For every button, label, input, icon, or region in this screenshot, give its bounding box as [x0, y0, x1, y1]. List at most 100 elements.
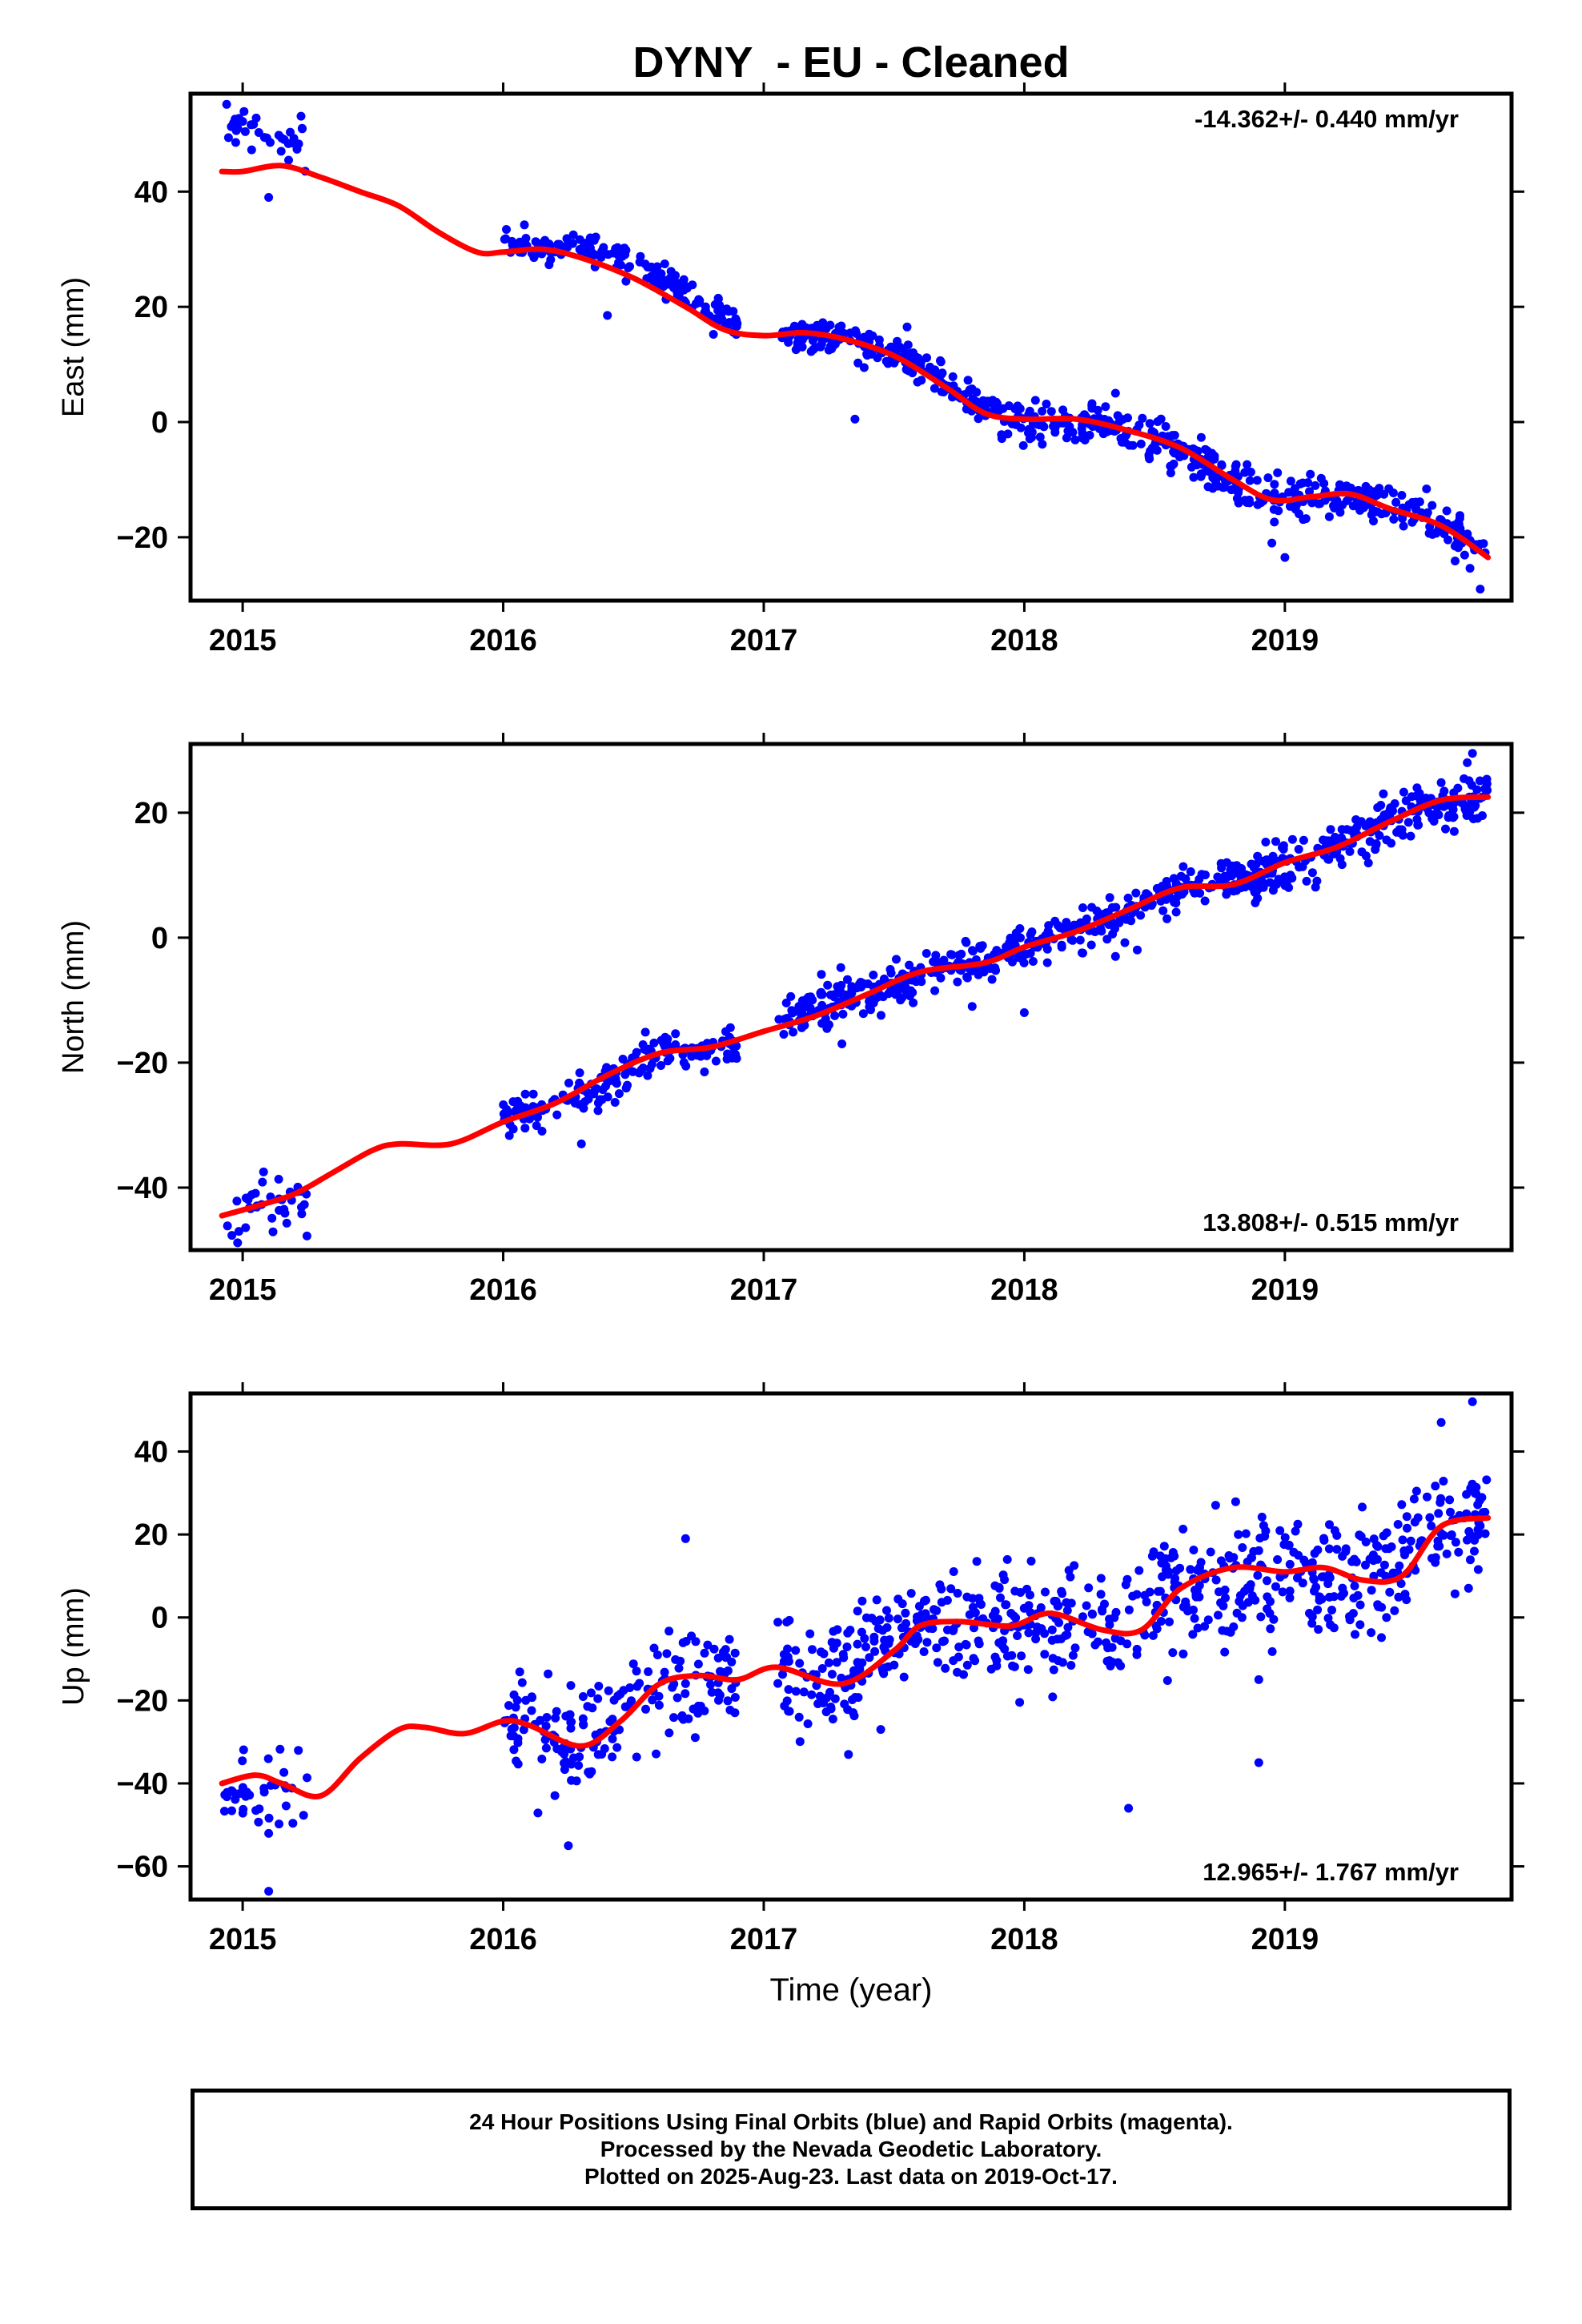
up-data-point — [1356, 1532, 1366, 1541]
east-rate-label: -14.362+/- 0.440 mm/yr — [1195, 105, 1459, 133]
up-outlier-point — [681, 1534, 690, 1543]
up-data-point — [1122, 1574, 1132, 1584]
north-data-point — [1287, 834, 1297, 844]
east-data-point — [284, 155, 293, 165]
up-data-point — [884, 1638, 893, 1648]
up-data-point — [1259, 1521, 1268, 1530]
up-data-point — [901, 1608, 910, 1618]
north-data-point — [1195, 888, 1205, 898]
north-data-point — [1050, 916, 1060, 926]
up-data-point — [1047, 1635, 1057, 1645]
north-data-point — [1294, 845, 1303, 854]
east-data-point — [520, 220, 529, 230]
up-data-point — [1385, 1587, 1395, 1597]
up-data-point — [1216, 1598, 1226, 1607]
up-data-point — [723, 1696, 733, 1706]
north-data-point — [612, 1079, 621, 1088]
north-data-point — [1057, 940, 1066, 950]
up-data-point — [551, 1713, 560, 1723]
north-data-point — [1460, 774, 1469, 783]
north-data-point — [1382, 835, 1391, 845]
east-data-point — [1465, 564, 1475, 573]
up-data-point — [1324, 1544, 1334, 1554]
north-data-point — [909, 998, 918, 1007]
up-data-point — [662, 1649, 672, 1659]
up-data-point — [1341, 1546, 1351, 1556]
north-data-point — [1022, 949, 1031, 959]
up-data-point — [725, 1634, 734, 1644]
up-data-point — [1323, 1579, 1333, 1589]
up-data-point — [632, 1667, 641, 1676]
east-data-point — [1234, 488, 1243, 497]
up-data-point — [1313, 1545, 1323, 1554]
up-data-point — [1057, 1586, 1066, 1596]
up-data-point — [604, 1686, 613, 1695]
north-data-point — [858, 1009, 868, 1019]
east-data-point — [1348, 501, 1358, 511]
north-data-point — [1401, 796, 1411, 806]
north-data-point — [1162, 914, 1172, 923]
footer-note-box: 24 Hour Positions Using Final Orbits (bl… — [191, 2089, 1512, 2210]
north-data-point — [728, 1053, 737, 1063]
north-data-point — [1136, 911, 1146, 920]
east-data-point — [1286, 476, 1295, 486]
north-data-point — [1261, 838, 1271, 846]
up-data-point — [882, 1606, 891, 1615]
up-data-point — [974, 1636, 983, 1646]
east-data-point — [247, 120, 256, 130]
panel-up: 2015 2016 2017 2018 2019 −60 −40 −20 0 20 40 Up (mm… — [57, 1382, 1524, 1956]
up-data-point — [1395, 1561, 1404, 1570]
up-data-point — [1026, 1590, 1034, 1600]
north-data-point — [866, 1005, 875, 1015]
east-data-point — [502, 225, 511, 234]
up-data-point — [552, 1707, 561, 1716]
up-data-point — [239, 1745, 248, 1755]
up-data-point — [288, 1819, 298, 1828]
east-data-point — [589, 235, 599, 245]
east-x-tick-label: 2016 — [469, 624, 537, 657]
up-data-point — [527, 1692, 536, 1702]
east-data-point — [1101, 402, 1110, 412]
east-data-point — [660, 259, 669, 268]
up-y-tick-label: 20 — [135, 1518, 168, 1552]
north-data-point — [1028, 957, 1038, 966]
up-data-point — [992, 1655, 1002, 1665]
up-data-point — [906, 1589, 916, 1598]
up-data-point — [1168, 1648, 1178, 1658]
up-data-point — [897, 1623, 906, 1633]
up-data-point — [937, 1584, 946, 1594]
up-data-point — [519, 1725, 528, 1735]
up-data-point — [1015, 1698, 1025, 1707]
up-data-point — [660, 1667, 669, 1677]
east-data-point — [1078, 433, 1087, 443]
up-data-point — [857, 1658, 867, 1667]
east-data-point — [1295, 509, 1303, 519]
north-data-point — [1026, 930, 1035, 939]
east-x-tick-label: 2015 — [209, 624, 277, 657]
up-data-point — [1338, 1583, 1347, 1593]
up-data-point — [266, 1780, 275, 1790]
east-data-point — [830, 340, 840, 349]
up-data-point — [263, 1754, 273, 1763]
north-data-point — [614, 1089, 624, 1099]
up-data-point — [830, 1694, 840, 1703]
east-model-line — [219, 163, 1492, 561]
north-data-point — [877, 1011, 885, 1020]
up-data-point — [857, 1596, 867, 1606]
up-data-point — [1473, 1500, 1483, 1510]
east-data-point — [1411, 505, 1420, 514]
up-data-point — [1439, 1477, 1448, 1486]
north-data-point — [1120, 938, 1130, 947]
east-outlier-point — [1267, 538, 1277, 548]
up-data-point — [1263, 1576, 1271, 1586]
up-data-point — [1215, 1587, 1223, 1597]
east-data-point — [1252, 476, 1262, 485]
north-data-point — [234, 1227, 243, 1236]
east-outlier-point — [902, 322, 912, 332]
east-data-point — [1291, 501, 1301, 510]
up-data-point — [1376, 1568, 1386, 1578]
up-data-point — [853, 1693, 863, 1703]
up-y-tick-label: −20 — [117, 1684, 168, 1718]
up-data-point — [537, 1755, 547, 1763]
up-data-point — [1409, 1494, 1419, 1504]
